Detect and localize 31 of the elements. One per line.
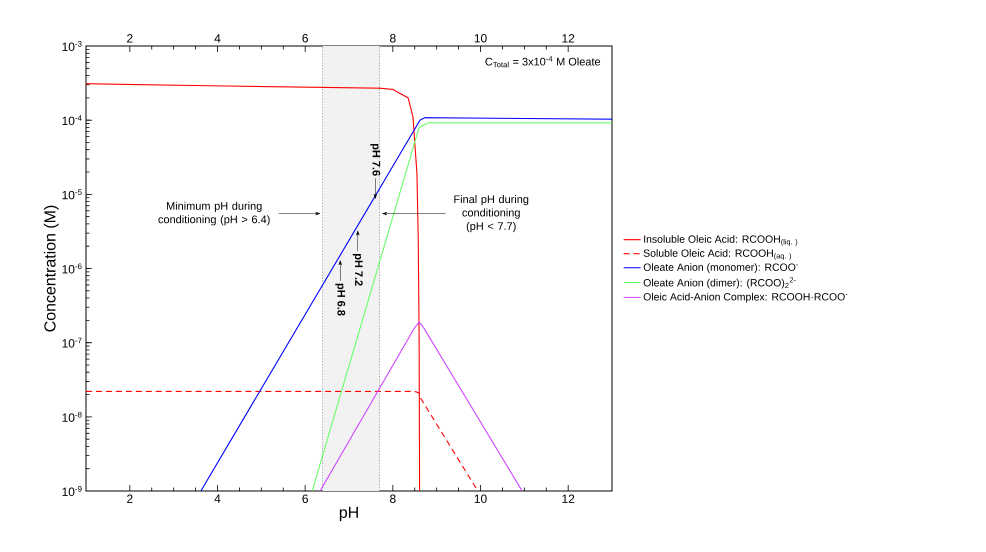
annotation: pH 7.6	[370, 144, 380, 176]
x-tick-label: 10	[474, 494, 487, 503]
x2-tick-label: 8	[390, 34, 396, 42]
y-tick-label: 10$^{-9}$	[62, 486, 82, 496]
x-tick-label: 8	[390, 494, 396, 503]
y-tick-label: 10$^{-6}$	[62, 263, 82, 274]
legend-label: Soluble Oleic Acid: RCOOH$_{(aq. )}$	[644, 249, 792, 260]
x2-tick-label: 4	[214, 34, 220, 42]
y-tick-label: 10$^{-4}$	[62, 115, 82, 126]
legend-label: Oleic Acid-Anion Complex: RCOOH·RCOO$^{-}$	[644, 292, 848, 303]
annotation: Minimum pH during conditioning (pH > 6.4)	[158, 202, 270, 226]
y-tick-label: 10$^{-3}$	[62, 40, 82, 52]
x-tick-label: 6	[302, 494, 308, 503]
x-tick-label: 4	[214, 494, 220, 503]
annotation: C$_{Total}$ = 3x10$^{-4}$ M Oleate	[485, 56, 600, 68]
y-tick-label: 10$^{-5}$	[62, 189, 82, 200]
x2-tick-label: 2	[127, 34, 133, 42]
x2-tick-label: 6	[302, 34, 308, 42]
y-tick-label: 10$^{-7}$	[62, 338, 82, 348]
legend-label: Oleate Anion (monomer): RCOO$^{-}$	[644, 263, 798, 273]
legend-label: Insoluble Oleic Acid: RCOOH$_{(liq. )}$	[644, 235, 798, 246]
annotation: Final pH during conditioning (pH < 7.7)	[454, 195, 528, 232]
y-axis-title: Concentration (M)	[44, 206, 59, 332]
x2-tick-label: 10	[474, 34, 487, 42]
annotation: pH 6.8	[335, 284, 346, 316]
x-tick-label: 12	[562, 494, 574, 503]
y-tick-label: 10$^{-8}$	[62, 412, 82, 422]
x-tick-label: 2	[127, 494, 133, 503]
x-axis-title: pH	[340, 506, 358, 522]
x2-tick-label: 12	[562, 34, 574, 42]
annotation: pH 7.2	[352, 254, 363, 286]
